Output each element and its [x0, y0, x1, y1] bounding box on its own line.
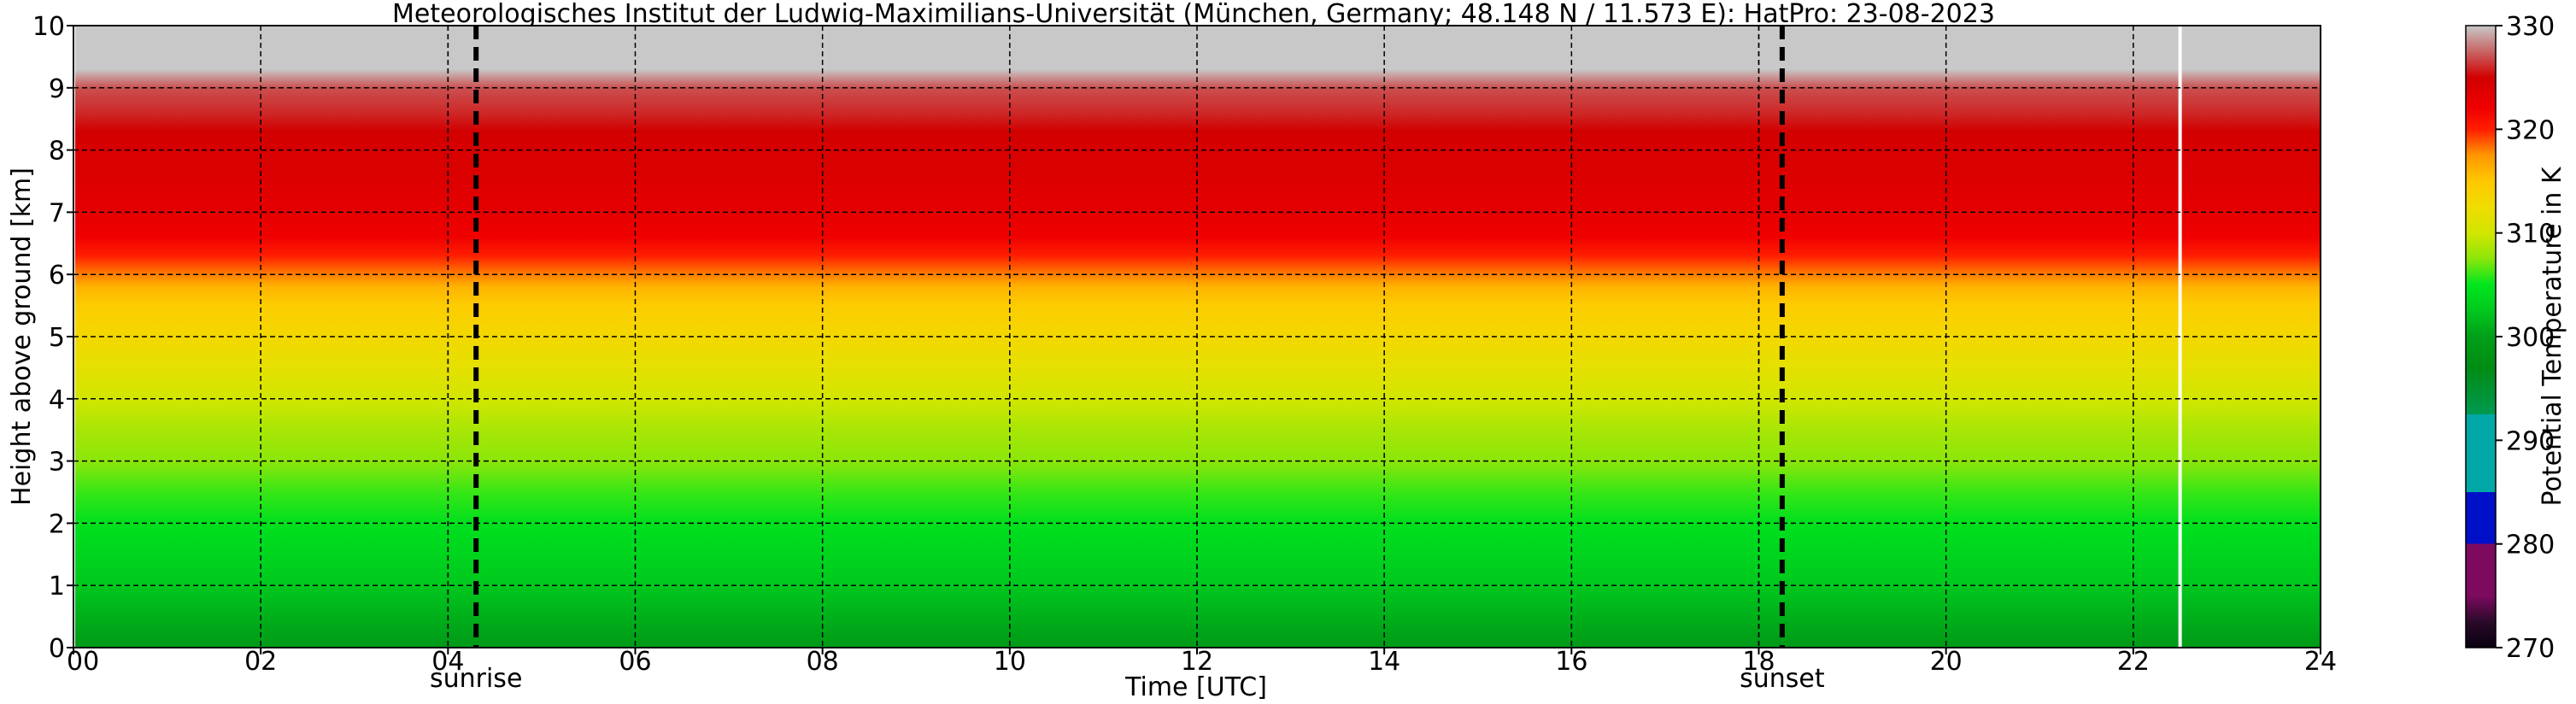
- x-tick-label: 08: [807, 647, 839, 677]
- colorbar-tick-label: 290: [2506, 426, 2555, 456]
- y-tick-label: 10: [32, 12, 65, 42]
- colorbar-fill: [2466, 26, 2496, 648]
- colorbar-tick-label: 270: [2506, 634, 2555, 664]
- y-tick-label: 4: [49, 385, 65, 415]
- x-tick-label: 06: [619, 647, 651, 677]
- x-axis-ticks: sunrise sunset 00 02 04 06 08 10 12 14 16 18 20 22 24: [67, 647, 2337, 694]
- y-tick-label: 3: [49, 448, 65, 478]
- x-tick-label: 12: [1181, 647, 1213, 677]
- y-tick-label: 0: [49, 634, 65, 664]
- x-tick-label: 00: [67, 647, 99, 677]
- colorbar-ticks: 270 280 290 300 310 320 330: [2496, 12, 2555, 664]
- x-tick-label: 04: [431, 647, 464, 677]
- x-tick-label: 02: [244, 647, 277, 677]
- y-axis-label: Height above ground [km]: [7, 167, 37, 506]
- y-tick-label: 8: [49, 137, 65, 167]
- chart-title: Meteorologisches Institut der Ludwig-Max…: [392, 0, 1995, 29]
- colorbar-tick-label: 310: [2506, 220, 2555, 249]
- x-tick-label: 18: [1742, 647, 1775, 677]
- marker-layer: [473, 26, 1785, 648]
- y-tick-label: 9: [49, 74, 65, 104]
- sunrise-label: sunrise: [430, 664, 522, 694]
- x-tick-label: 24: [2304, 647, 2337, 677]
- colorbar: 270 280 290 300 310 320 330 Potential Temperat…: [2465, 12, 2567, 664]
- colorbar-label: Potential Temperature in K: [2538, 166, 2567, 506]
- y-tick-label: 1: [49, 572, 65, 601]
- colorbar-tick-label: 320: [2506, 115, 2555, 145]
- y-axis-ticks: 0 1 2 3 4 5 6 7 8 9 10: [32, 12, 73, 664]
- x-tick-label: 14: [1368, 647, 1400, 677]
- x-tick-label: 22: [2117, 647, 2150, 677]
- colorbar-tick-label: 280: [2506, 531, 2555, 560]
- colorbar-tick-label: 300: [2506, 323, 2555, 353]
- y-tick-label: 6: [49, 261, 65, 290]
- x-axis-label: Time [UTC]: [1124, 672, 1267, 702]
- y-tick-label: 2: [49, 509, 65, 539]
- colorbar-tick-label: 330: [2506, 12, 2555, 42]
- y-tick-label: 5: [49, 323, 65, 353]
- y-tick-label: 7: [49, 198, 65, 228]
- sunset-label: sunset: [1740, 664, 1825, 694]
- x-tick-label: 10: [994, 647, 1026, 677]
- x-tick-label: 16: [1555, 647, 1587, 677]
- plot-area: [73, 25, 2321, 648]
- x-tick-label: 20: [1930, 647, 1963, 677]
